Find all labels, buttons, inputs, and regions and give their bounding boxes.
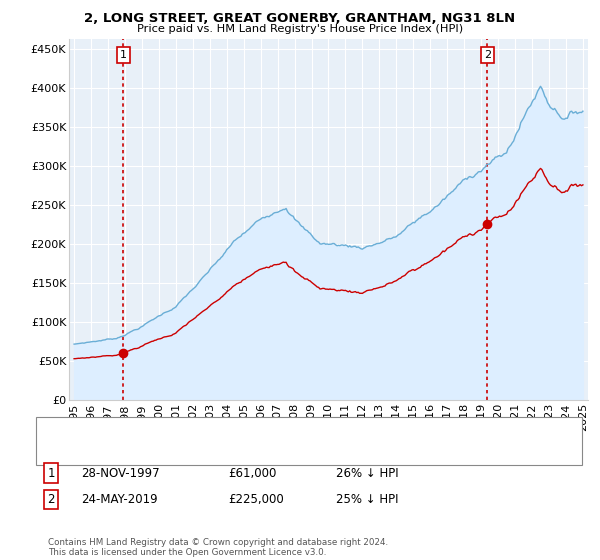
Text: £61,000: £61,000: [228, 466, 277, 480]
Text: 2, LONG STREET, GREAT GONERBY, GRANTHAM, NG31 8LN (detached house): 2, LONG STREET, GREAT GONERBY, GRANTHAM,…: [81, 424, 481, 435]
Text: 2: 2: [484, 50, 491, 60]
Text: 25% ↓ HPI: 25% ↓ HPI: [336, 493, 398, 506]
Text: 2: 2: [47, 493, 55, 506]
Text: Contains HM Land Registry data © Crown copyright and database right 2024.
This d: Contains HM Land Registry data © Crown c…: [48, 538, 388, 557]
Text: 1: 1: [47, 466, 55, 480]
Text: Price paid vs. HM Land Registry's House Price Index (HPI): Price paid vs. HM Land Registry's House …: [137, 24, 463, 34]
Text: £225,000: £225,000: [228, 493, 284, 506]
Text: 28-NOV-1997: 28-NOV-1997: [81, 466, 160, 480]
Text: 1: 1: [120, 50, 127, 60]
Text: 26% ↓ HPI: 26% ↓ HPI: [336, 466, 398, 480]
Text: 2, LONG STREET, GREAT GONERBY, GRANTHAM, NG31 8LN: 2, LONG STREET, GREAT GONERBY, GRANTHAM,…: [85, 12, 515, 25]
Text: HPI: Average price, detached house, South Kesteven: HPI: Average price, detached house, Sout…: [81, 447, 355, 458]
Text: ——: ——: [54, 422, 82, 437]
Text: ——: ——: [54, 446, 82, 459]
Text: 24-MAY-2019: 24-MAY-2019: [81, 493, 158, 506]
